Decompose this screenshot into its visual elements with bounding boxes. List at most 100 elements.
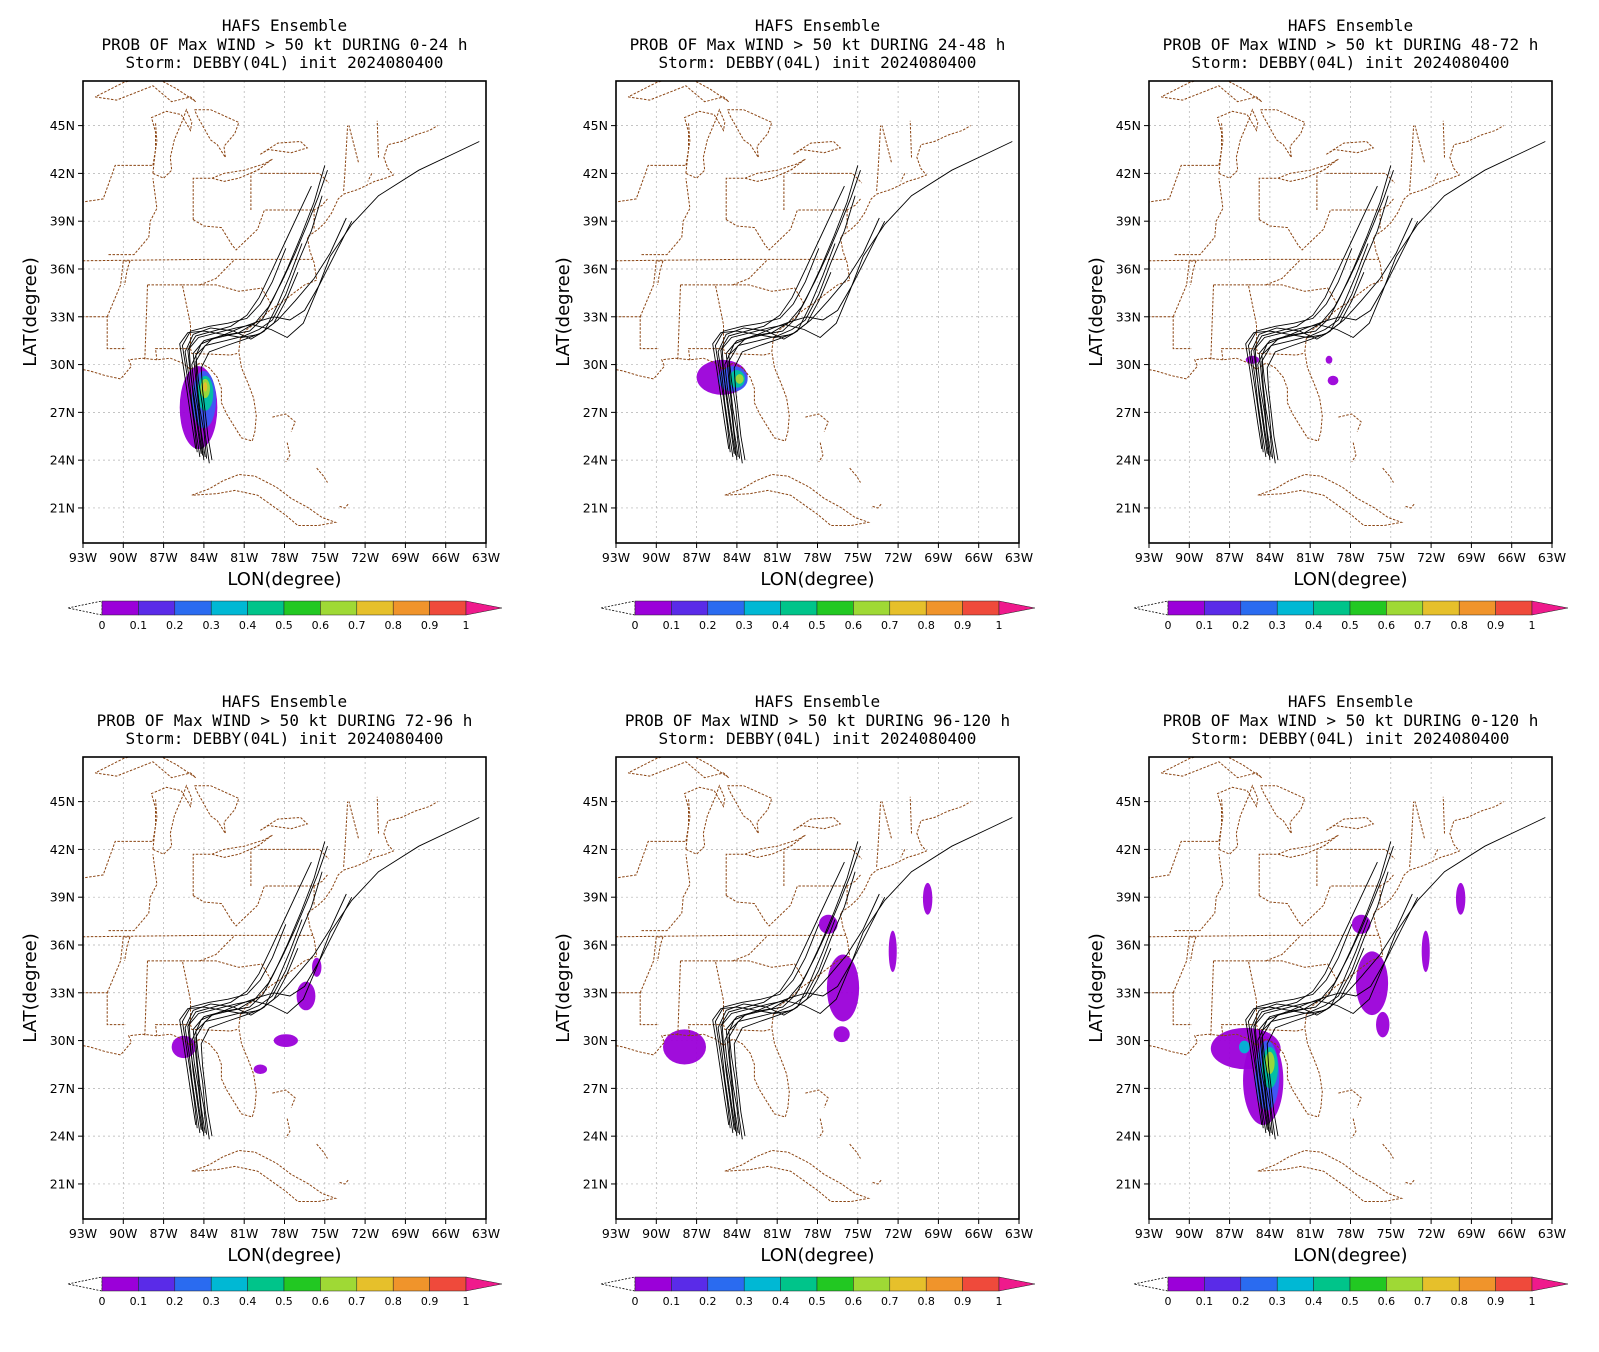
state-border [1149, 934, 1379, 938]
state-border [657, 260, 664, 285]
state-border [616, 164, 686, 203]
state-border [376, 120, 379, 158]
lat-tick-label: 39N [50, 890, 75, 905]
colorbar-tick-label: 0.4 [239, 619, 257, 632]
state-border [182, 960, 272, 981]
colorbar-swatch [1422, 600, 1460, 616]
x-axis-label: LON(degree) [227, 569, 341, 590]
colorbar-tick-label: 0.1 [130, 619, 148, 632]
lon-tick-label: 81W [230, 1226, 258, 1241]
lon-tick-label: 63W [472, 550, 500, 565]
coastline [83, 125, 438, 442]
lon-tick-label: 84W [723, 1226, 751, 1241]
x-axis-label: LON(degree) [1293, 1245, 1407, 1266]
lat-tick-label: 27N [1116, 1081, 1141, 1096]
coastline [1351, 1118, 1357, 1139]
lon-tick-label: 81W [763, 1226, 791, 1241]
state-border [715, 284, 805, 305]
lake-outline [627, 81, 730, 103]
colorbar-swatch [1204, 1276, 1242, 1292]
state-border [616, 992, 659, 1026]
map-panel: HAFS Ensemble PROB OF Max WIND > 50 kt DU… [533, 676, 1066, 1352]
ensemble-track [717, 243, 836, 458]
lon-tick-label: 72W [1417, 550, 1445, 565]
lon-tick-label: 87W [1215, 1226, 1243, 1241]
state-border [1414, 125, 1425, 163]
ensemble-track [1258, 220, 1419, 458]
lat-tick-label: 30N [50, 1033, 75, 1048]
colorbar-tick-label: 0.7 [1414, 1295, 1432, 1308]
state-border [1256, 1024, 1304, 1032]
colorbar-tick-label: 0.2 [1232, 1295, 1250, 1308]
lon-tick-label: 90W [1175, 550, 1203, 565]
prob-shading [1265, 1051, 1275, 1075]
colorbar-tick-label: 0.1 [1196, 1295, 1214, 1308]
prob-shading [296, 981, 316, 1011]
ensemble-track [725, 220, 886, 458]
colorbar-swatch [138, 1276, 176, 1292]
ensemble-track [712, 948, 832, 1126]
colorbar: 0 0.1 0.2 0.3 0.4 0.5 0.6 0.7 0.8 0.9 1 [67, 1276, 503, 1308]
colorbar-swatch [392, 600, 430, 616]
map-panel: HAFS Ensemble PROB OF Max WIND > 50 kt DU… [533, 0, 1066, 676]
colorbar-tick-label: 0.8 [917, 1295, 935, 1308]
panel-title-line3: Storm: DEBBY(04L) init 2024080400 [1192, 53, 1510, 72]
state-border [343, 125, 349, 191]
prob-shading [1351, 914, 1371, 934]
lat-tick-label: 42N [1116, 842, 1141, 857]
state-border [616, 934, 846, 938]
coastline [272, 413, 296, 432]
panel-title-line3: Storm: DEBBY(04L) init 2024080400 [659, 729, 977, 748]
state-border [1149, 840, 1219, 879]
colorbar-high-arrow [1531, 600, 1569, 616]
state-border [1258, 198, 1394, 251]
ensemble-track [721, 861, 845, 1130]
lon-tick-label: 75W [311, 550, 339, 565]
map-area [1149, 81, 1552, 543]
state-border [1149, 316, 1192, 350]
colorbar-swatch [356, 600, 394, 616]
lake-outline [1216, 784, 1259, 855]
colorbar-swatch [174, 600, 212, 616]
colorbar-tick-label: 0.8 [1450, 1295, 1468, 1308]
colorbar-swatch [925, 600, 963, 616]
state-border [639, 260, 663, 317]
colorbar-tick-label: 0 [632, 619, 639, 632]
lat-tick-label: 33N [50, 985, 75, 1000]
colorbar-tick-label: 0.1 [130, 1295, 148, 1308]
state-border [616, 316, 659, 350]
lat-tick-label: 39N [1116, 890, 1141, 905]
ensemble-track [733, 893, 880, 1137]
lon-tick-label: 87W [1215, 550, 1243, 565]
lake-outline [260, 816, 309, 831]
prob-shading [273, 1034, 298, 1047]
colorbar-tick-label: 1 [463, 619, 470, 632]
lon-tick-label: 69W [924, 550, 952, 565]
colorbar-swatch [1386, 1276, 1424, 1292]
panel-title-line3: Storm: DEBBY(04L) init 2024080400 [126, 53, 444, 72]
state-border [124, 260, 131, 285]
ensemble-track [1253, 817, 1546, 1132]
ensemble-track [179, 272, 299, 450]
colorbar-swatch [925, 1276, 963, 1292]
colorbar-tick-label: 0.3 [1268, 1295, 1286, 1308]
colorbar-swatch [1167, 600, 1205, 616]
ensemble-track [192, 220, 353, 458]
lon-tick-label: 69W [391, 550, 419, 565]
ensemble-track [728, 165, 859, 464]
colorbar-swatch [853, 600, 891, 616]
prob-shading [253, 1064, 268, 1075]
colorbar-tick-label: 0.4 [772, 1295, 790, 1308]
ensemble-track [1266, 893, 1413, 1137]
state-border [199, 259, 236, 286]
state-border [192, 853, 211, 896]
map-panel: HAFS Ensemble PROB OF Max WIND > 50 kt DU… [0, 676, 533, 1352]
ensemble-track [733, 217, 880, 461]
colorbar-swatch [320, 600, 358, 616]
lon-tick-label: 81W [763, 550, 791, 565]
state-border [106, 260, 130, 317]
colorbar-swatch [1240, 1276, 1278, 1292]
ensemble-track [200, 893, 347, 1137]
